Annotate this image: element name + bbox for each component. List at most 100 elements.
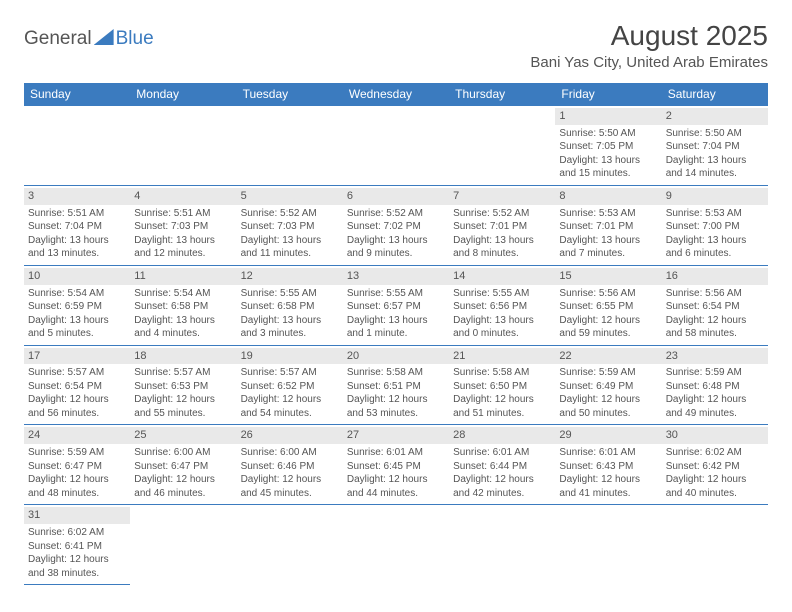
day-info-line: Sunset: 6:58 PM (134, 300, 232, 314)
day-info-line: Daylight: 13 hours (559, 154, 657, 168)
calendar-cell: 22Sunrise: 5:59 AMSunset: 6:49 PMDayligh… (555, 345, 661, 425)
day-number: 17 (24, 348, 130, 365)
day-number: 11 (130, 268, 236, 285)
day-info-line: and 13 minutes. (28, 247, 126, 261)
day-info-line: and 14 minutes. (666, 167, 764, 181)
calendar-cell: 14Sunrise: 5:55 AMSunset: 6:56 PMDayligh… (449, 265, 555, 345)
calendar-cell: 7Sunrise: 5:52 AMSunset: 7:01 PMDaylight… (449, 185, 555, 265)
day-info-line: Sunset: 7:03 PM (134, 220, 232, 234)
calendar-row: 31Sunrise: 6:02 AMSunset: 6:41 PMDayligh… (24, 505, 768, 585)
day-info-line: Sunset: 6:42 PM (666, 460, 764, 474)
calendar-cell: 13Sunrise: 5:55 AMSunset: 6:57 PMDayligh… (343, 265, 449, 345)
day-info-line: Daylight: 12 hours (666, 314, 764, 328)
day-info-line: Sunrise: 5:59 AM (559, 366, 657, 380)
day-number: 18 (130, 348, 236, 365)
day-info-line: Sunset: 6:49 PM (559, 380, 657, 394)
day-info-line: Daylight: 13 hours (28, 234, 126, 248)
calendar-cell: 20Sunrise: 5:58 AMSunset: 6:51 PMDayligh… (343, 345, 449, 425)
title-block: August 2025 Bani Yas City, United Arab E… (530, 20, 768, 71)
day-number: 22 (555, 348, 661, 365)
day-info-line: Sunrise: 6:02 AM (28, 526, 126, 540)
day-info-line: Sunrise: 6:01 AM (453, 446, 551, 460)
day-info-line: Sunrise: 5:57 AM (28, 366, 126, 380)
day-info-line: Daylight: 12 hours (347, 473, 445, 487)
day-number: 10 (24, 268, 130, 285)
day-number: 12 (237, 268, 343, 285)
day-number: 28 (449, 427, 555, 444)
calendar-cell: 30Sunrise: 6:02 AMSunset: 6:42 PMDayligh… (662, 425, 768, 505)
day-info-line: Sunset: 6:51 PM (347, 380, 445, 394)
day-info-line: Sunrise: 5:56 AM (559, 287, 657, 301)
day-number: 26 (237, 427, 343, 444)
day-info-line: Daylight: 12 hours (134, 393, 232, 407)
day-info-line: Sunset: 6:53 PM (134, 380, 232, 394)
day-info-line: Daylight: 12 hours (28, 393, 126, 407)
day-info-line: Sunrise: 5:56 AM (666, 287, 764, 301)
day-info-line: Sunset: 6:58 PM (241, 300, 339, 314)
day-info-line: Sunrise: 5:54 AM (134, 287, 232, 301)
day-info-line: Sunset: 6:59 PM (28, 300, 126, 314)
calendar-row: 24Sunrise: 5:59 AMSunset: 6:47 PMDayligh… (24, 425, 768, 505)
weekday-header: Sunday (24, 83, 130, 106)
day-number: 21 (449, 348, 555, 365)
day-info-line: and 51 minutes. (453, 407, 551, 421)
day-info-line: and 42 minutes. (453, 487, 551, 501)
calendar-cell (343, 106, 449, 186)
day-info-line: Sunrise: 5:55 AM (241, 287, 339, 301)
calendar-cell (130, 106, 236, 186)
day-info-line: and 44 minutes. (347, 487, 445, 501)
day-info-line: Daylight: 13 hours (347, 234, 445, 248)
day-info-line: Daylight: 12 hours (241, 473, 339, 487)
day-info-line: Sunset: 6:50 PM (453, 380, 551, 394)
day-info-line: Sunrise: 5:52 AM (347, 207, 445, 221)
day-info-line: Sunset: 7:04 PM (28, 220, 126, 234)
day-info-line: Daylight: 13 hours (453, 234, 551, 248)
day-info-line: Daylight: 13 hours (134, 234, 232, 248)
day-info-line: Daylight: 12 hours (28, 473, 126, 487)
day-info-line: and 46 minutes. (134, 487, 232, 501)
calendar-cell: 11Sunrise: 5:54 AMSunset: 6:58 PMDayligh… (130, 265, 236, 345)
day-info-line: Daylight: 12 hours (347, 393, 445, 407)
day-info-line: and 1 minute. (347, 327, 445, 341)
day-info-line: Daylight: 13 hours (559, 234, 657, 248)
day-info-line: and 49 minutes. (666, 407, 764, 421)
day-number: 23 (662, 348, 768, 365)
day-info-line: and 7 minutes. (559, 247, 657, 261)
day-info-line: Sunset: 7:01 PM (559, 220, 657, 234)
calendar-cell: 24Sunrise: 5:59 AMSunset: 6:47 PMDayligh… (24, 425, 130, 505)
day-number: 29 (555, 427, 661, 444)
day-info-line: Sunrise: 5:53 AM (666, 207, 764, 221)
day-info-line: Sunrise: 5:50 AM (666, 127, 764, 141)
calendar-cell: 18Sunrise: 5:57 AMSunset: 6:53 PMDayligh… (130, 345, 236, 425)
calendar-cell: 2Sunrise: 5:50 AMSunset: 7:04 PMDaylight… (662, 106, 768, 186)
calendar-row: 1Sunrise: 5:50 AMSunset: 7:05 PMDaylight… (24, 106, 768, 186)
logo: General Blue (24, 20, 154, 50)
day-info-line: and 48 minutes. (28, 487, 126, 501)
calendar-cell: 15Sunrise: 5:56 AMSunset: 6:55 PMDayligh… (555, 265, 661, 345)
day-number: 5 (237, 188, 343, 205)
logo-text-general: General (24, 28, 92, 50)
day-number: 15 (555, 268, 661, 285)
day-info-line: Sunset: 6:52 PM (241, 380, 339, 394)
weekday-header: Tuesday (237, 83, 343, 106)
weekday-header: Monday (130, 83, 236, 106)
day-info-line: and 56 minutes. (28, 407, 126, 421)
day-info-line: Sunrise: 5:57 AM (241, 366, 339, 380)
calendar-cell (130, 505, 236, 585)
day-info-line: Sunrise: 5:59 AM (28, 446, 126, 460)
day-info-line: Daylight: 13 hours (666, 234, 764, 248)
day-info-line: Sunrise: 6:02 AM (666, 446, 764, 460)
day-info-line: Sunrise: 5:54 AM (28, 287, 126, 301)
day-info-line: Daylight: 12 hours (666, 393, 764, 407)
day-info-line: Sunset: 6:46 PM (241, 460, 339, 474)
day-info-line: Sunset: 6:48 PM (666, 380, 764, 394)
day-info-line: and 15 minutes. (559, 167, 657, 181)
calendar-cell: 1Sunrise: 5:50 AMSunset: 7:05 PMDaylight… (555, 106, 661, 186)
day-info-line: Daylight: 13 hours (666, 154, 764, 168)
day-info-line: and 12 minutes. (134, 247, 232, 261)
calendar-cell (449, 106, 555, 186)
day-info-line: and 4 minutes. (134, 327, 232, 341)
calendar-cell: 27Sunrise: 6:01 AMSunset: 6:45 PMDayligh… (343, 425, 449, 505)
calendar-cell: 28Sunrise: 6:01 AMSunset: 6:44 PMDayligh… (449, 425, 555, 505)
day-info-line: Sunset: 7:04 PM (666, 140, 764, 154)
